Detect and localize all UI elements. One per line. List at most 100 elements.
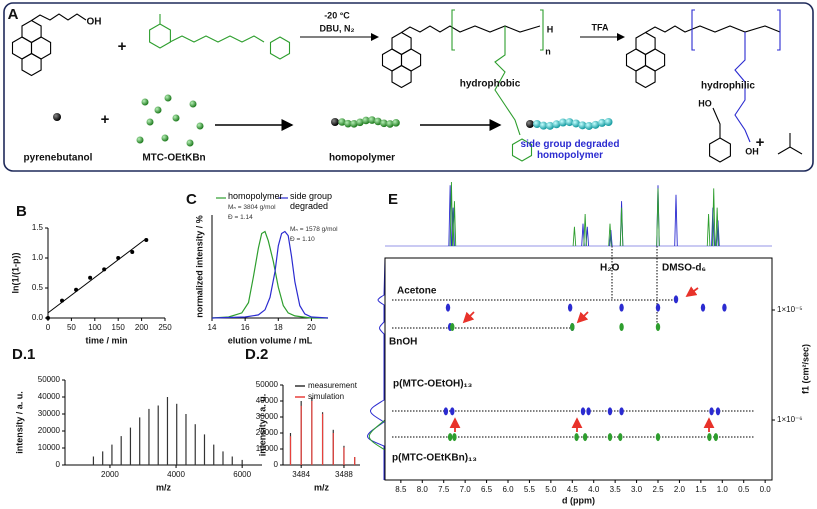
polymer-ball	[374, 117, 382, 126]
x-tick-label: 7.5	[438, 485, 450, 494]
data-point	[102, 267, 107, 272]
spectrum-peak	[452, 201, 457, 247]
y-tick-label: 0.0	[32, 313, 44, 322]
ring	[709, 137, 731, 163]
cross-peak	[607, 433, 613, 442]
x-tick-label: 16	[241, 323, 250, 332]
x-tick-label: 18	[274, 323, 283, 332]
x-tick-label: 6000	[233, 470, 251, 479]
annotation: Acetone	[397, 286, 437, 297]
x-axis-title: d (ppm)	[562, 495, 595, 505]
panel-label: D.2	[245, 346, 268, 363]
cross-peak	[445, 303, 451, 312]
red-arrow	[685, 286, 699, 298]
y-tick-label: 1.5	[32, 223, 44, 232]
monomer-ball	[186, 139, 194, 147]
monomer-ball	[164, 94, 172, 102]
y-tick-label: 30000	[256, 412, 279, 421]
annotation: DMSO-d₆	[662, 263, 706, 274]
bond	[401, 25, 541, 33]
x-tick-label: 1.0	[717, 485, 729, 494]
trend-line	[47, 238, 147, 314]
cross-peak	[574, 433, 579, 442]
monomer-ball	[161, 134, 169, 142]
bond	[734, 32, 751, 143]
polymer-ball	[546, 121, 554, 130]
bond	[777, 9, 781, 51]
cross-peak	[713, 433, 719, 442]
x-tick-label: 200	[135, 323, 149, 332]
initiator-ball	[331, 118, 339, 126]
cross-peak	[619, 303, 624, 312]
x-tick-label: 3484	[292, 470, 310, 479]
scheme-text: -20 °C	[324, 10, 350, 20]
panel-label: D.1	[12, 346, 35, 363]
polymer-ball	[350, 120, 358, 128]
polymer-ball	[591, 120, 600, 129]
spectrum-peak	[609, 229, 613, 247]
polymer-ball	[578, 121, 587, 130]
scheme-label: side group degraded homopolymer	[520, 139, 620, 161]
legend-note: Đ = 1.10	[290, 236, 315, 243]
scheme-text: HO	[698, 98, 712, 108]
y-axis-title: ln(1/(1-p))	[10, 253, 20, 294]
ring	[149, 23, 171, 49]
data-point	[130, 250, 135, 254]
x-tick-label: 8.0	[417, 485, 429, 494]
polymer-ball	[585, 121, 593, 130]
polymer-ball	[533, 120, 541, 128]
legend-note: Đ = 1.14	[228, 214, 253, 221]
plot-frame	[384, 257, 773, 481]
data-line	[211, 230, 328, 319]
spectrum-peak	[448, 185, 452, 247]
monomer-ball	[136, 136, 144, 144]
y-axis-title: normalized intensity / %	[194, 215, 204, 318]
monomer-ball	[154, 106, 162, 114]
cross-peak	[447, 433, 453, 442]
scheme-text: hydrophilic	[701, 81, 755, 92]
cross-peak	[722, 303, 727, 312]
y-tick-label: 20000	[38, 426, 61, 435]
x-tick-label: 0.0	[760, 485, 772, 494]
legend-label: simulation	[308, 392, 344, 401]
y-tick-label: 0.5	[32, 283, 44, 292]
x-tick-label: 2000	[101, 470, 119, 479]
x-tick-label: 5.0	[545, 485, 557, 494]
red-arrows	[449, 286, 715, 432]
x-tick-label: 8.5	[395, 485, 407, 494]
spectrum-peak	[449, 181, 454, 247]
y-tick-label: 0	[56, 460, 61, 469]
y-tick-label: 50000	[38, 375, 61, 384]
bond	[451, 9, 455, 51]
legend-label: measurement	[308, 381, 358, 390]
x-tick-label: 100	[88, 323, 102, 332]
annotation: BnOH	[389, 337, 417, 348]
ring	[635, 64, 656, 89]
scheme-text: +	[756, 134, 765, 151]
scheme-text: TFA	[592, 22, 609, 32]
projection-trace	[367, 257, 386, 480]
panel-label: C	[186, 191, 197, 208]
x-tick-label: 150	[112, 323, 126, 332]
cross-peak	[582, 433, 588, 442]
x-tick-label: 3488	[335, 470, 353, 479]
cross-peak	[443, 407, 449, 416]
cross-peak	[707, 433, 712, 442]
scheme-text: MTC-OEtKBn	[142, 153, 205, 164]
cross-peak	[619, 407, 624, 416]
spectrum-peak	[656, 188, 660, 247]
cross-peak	[618, 433, 623, 442]
y-tick-label: 0	[274, 460, 279, 469]
cross-peak	[673, 295, 679, 304]
panel-label: B	[16, 203, 27, 220]
polymer-ball	[338, 118, 346, 126]
x-tick-label: 4.0	[588, 485, 600, 494]
scheme-text: H	[547, 24, 554, 34]
polymer-ball	[356, 118, 364, 127]
polymer-ball	[386, 120, 394, 128]
bond	[712, 107, 721, 138]
cross-peak	[655, 433, 661, 442]
x-tick-label: 3.0	[631, 485, 643, 494]
ring	[21, 52, 42, 77]
scheme-text: homopolymer	[329, 153, 395, 164]
